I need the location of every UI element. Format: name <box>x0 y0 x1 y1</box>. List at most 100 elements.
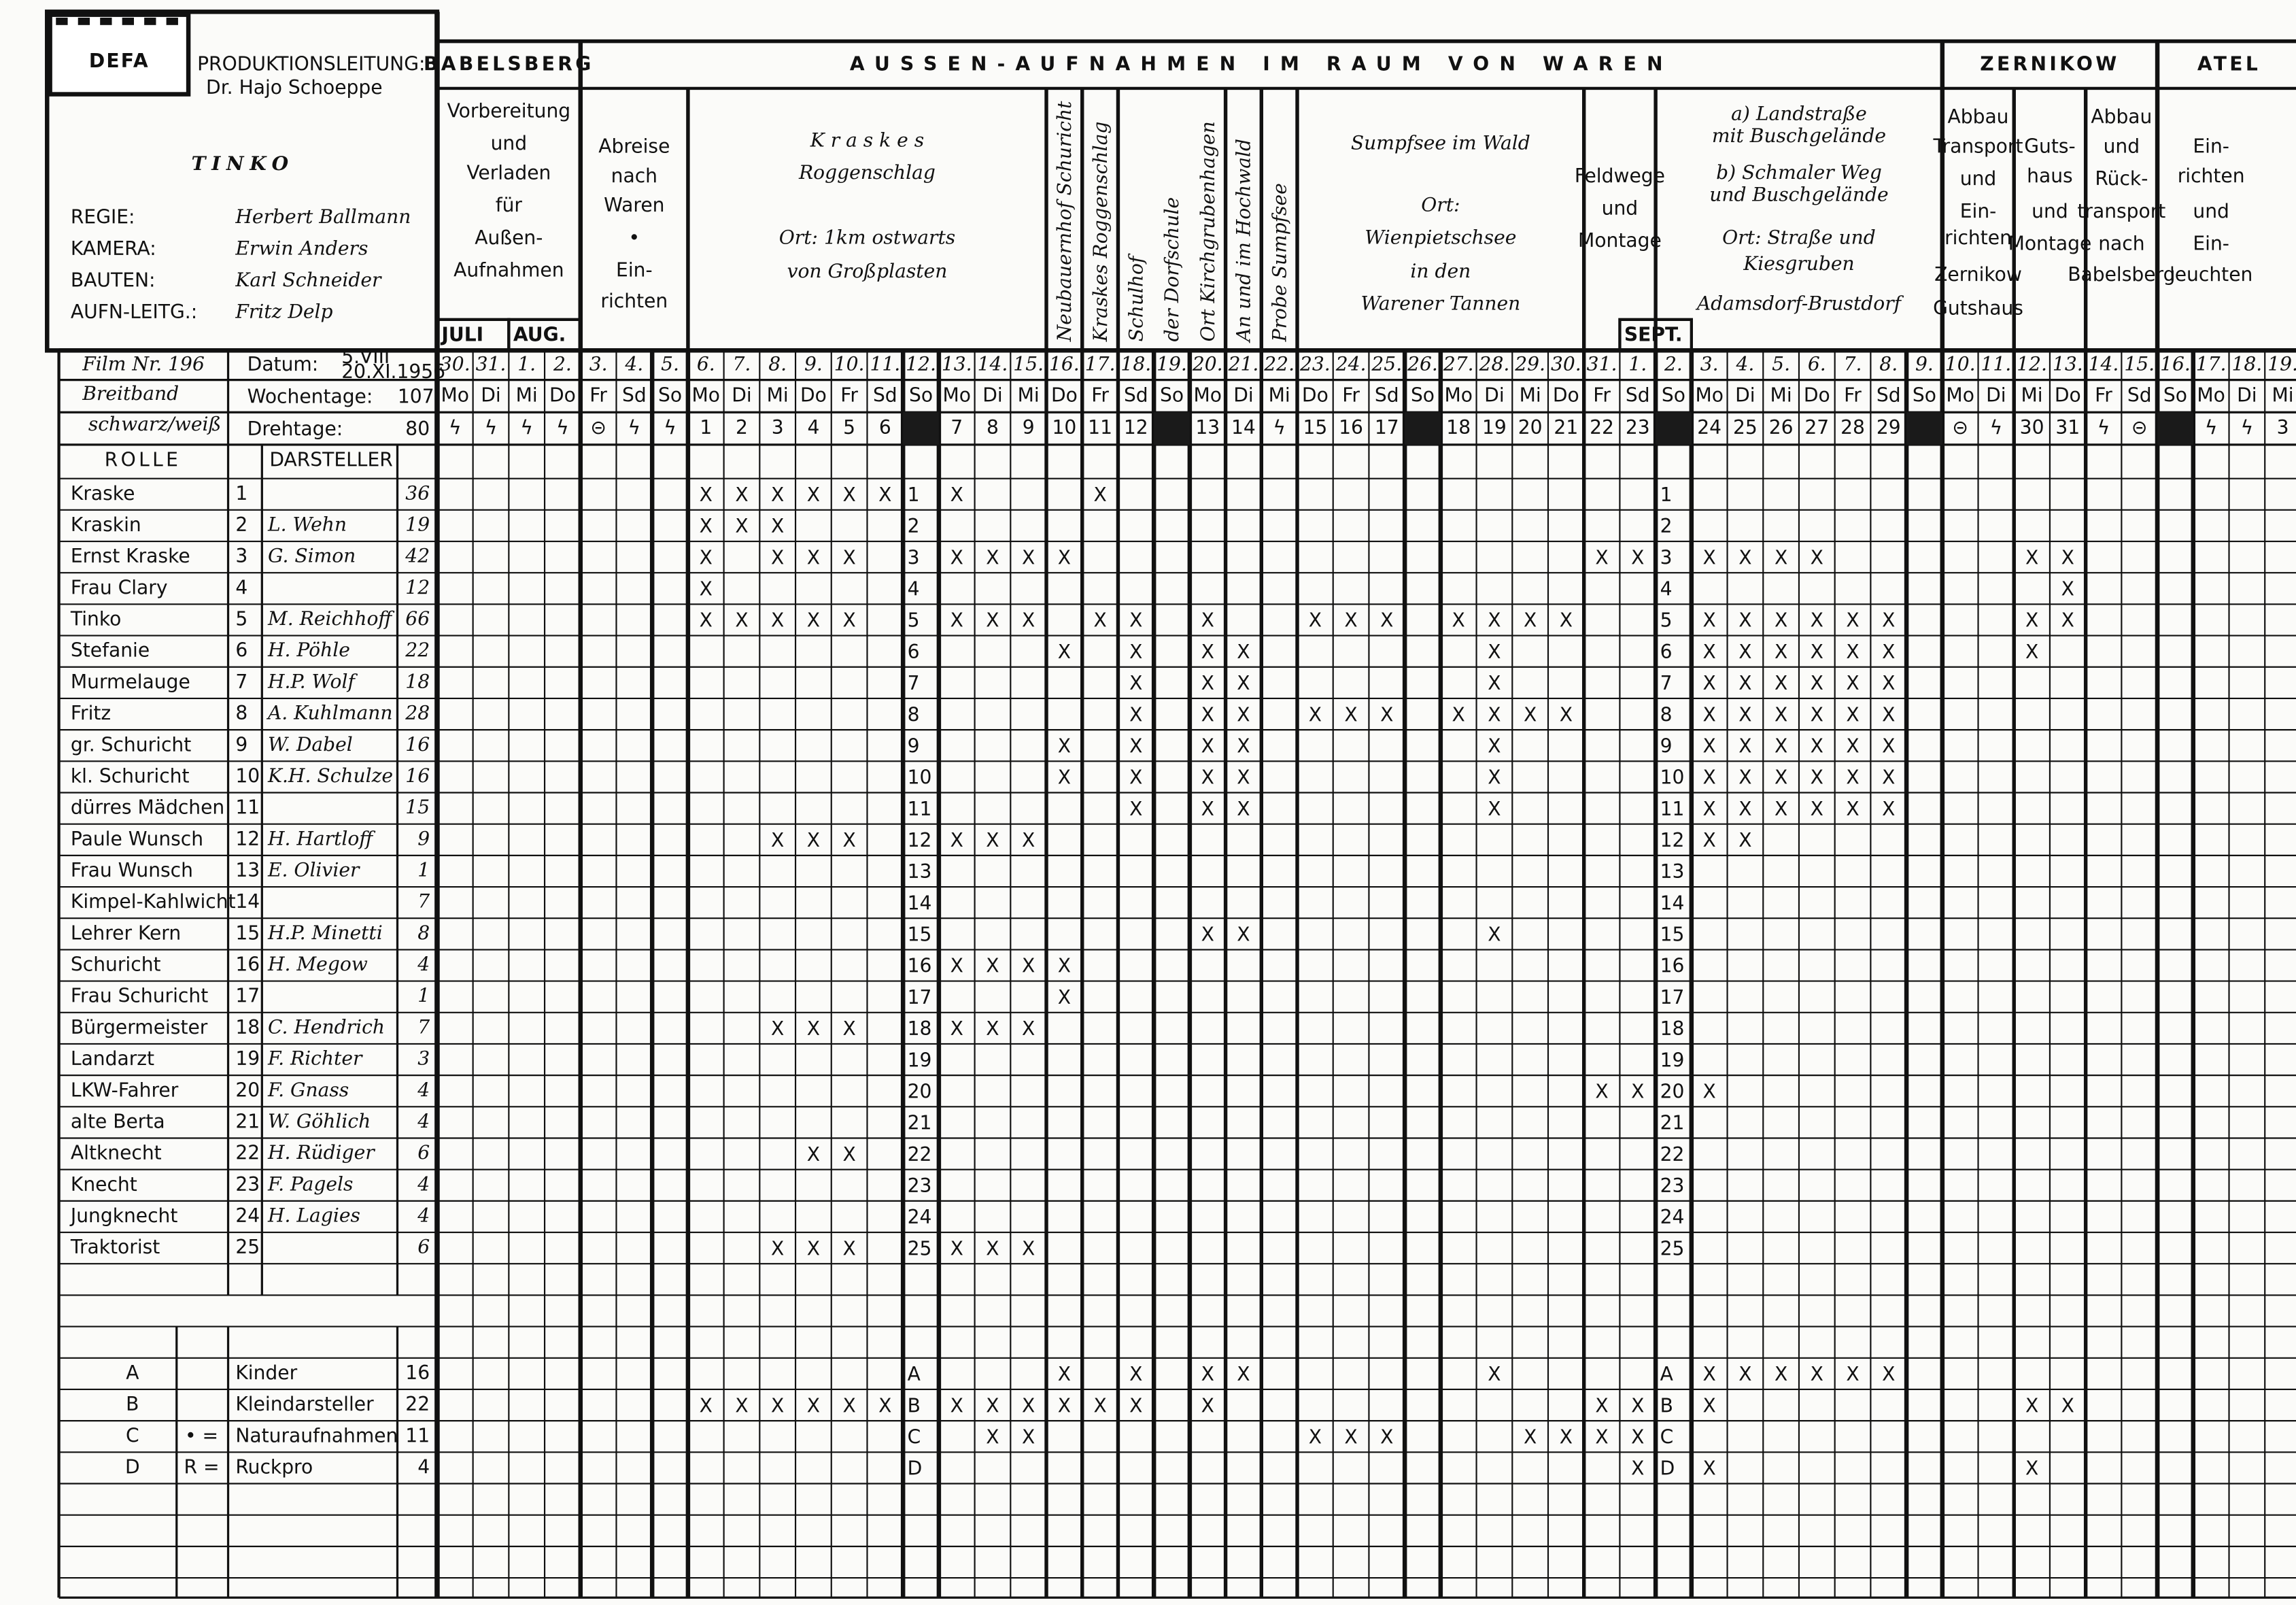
shooting-mark: X <box>1703 1394 1716 1417</box>
day-date: 9. <box>804 352 823 375</box>
row-number: 18 <box>908 1017 932 1040</box>
day-weekday: Mi <box>767 384 789 406</box>
shooting-mark: X <box>2025 641 2038 663</box>
shooting-day: 7 <box>950 416 963 439</box>
shooting-mark: X <box>1344 703 1357 726</box>
day-date: 8. <box>1879 352 1898 375</box>
role-number: 18 <box>235 1016 260 1038</box>
row-number: 21 <box>908 1112 932 1134</box>
role-days: 1 <box>417 859 430 881</box>
actor-name: H.P. Minetti <box>267 922 383 944</box>
location-text: Ort: 1km ostwarts <box>779 226 955 248</box>
row-number: 19 <box>1660 1049 1685 1071</box>
shooting-day: ⊝ <box>1952 416 1968 439</box>
role-number: 16 <box>235 953 260 976</box>
location-text: Ein- <box>2193 135 2229 158</box>
location-text: Feldwege <box>1575 165 1665 187</box>
role-days: 1 <box>417 984 430 1007</box>
shooting-day: 23 <box>1626 416 1650 439</box>
actor-name: K.H. Schulze <box>267 764 393 787</box>
day-weekday: Sd <box>1626 384 1650 406</box>
row-number: 24 <box>1660 1206 1685 1228</box>
group-days: 4 <box>417 1455 430 1478</box>
shooting-mark: X <box>842 609 855 632</box>
shooting-mark: X <box>1846 1363 1859 1385</box>
shooting-mark: X <box>1738 546 1751 569</box>
role-header: ROLLE <box>105 449 181 471</box>
row-number: 5 <box>908 609 920 632</box>
shooting-mark: X <box>1703 641 1716 663</box>
group-letter-cell: C <box>908 1425 921 1448</box>
shooting-mark: X <box>842 829 855 851</box>
group-label: Kleindarsteller <box>235 1393 374 1415</box>
shooting-mark: X <box>1738 609 1751 632</box>
location-text: Abbau <box>1948 105 2009 128</box>
shooting-mark: X <box>2061 578 2074 601</box>
day-date: 21. <box>1228 352 1259 375</box>
shooting-mark: X <box>1595 1425 1608 1448</box>
shooting-mark: X <box>1488 924 1501 946</box>
no-shooting-cell <box>903 412 939 445</box>
shooting-mark: X <box>1738 672 1751 694</box>
day-weekday: Mo <box>2197 384 2225 406</box>
day-date: 5. <box>661 352 679 375</box>
location-text: Sumpfsee im Wald <box>1351 132 1530 154</box>
day-weekday: Mi <box>1520 384 1541 406</box>
shooting-day: ϟ <box>628 416 641 439</box>
location-text: Außen- <box>475 226 543 249</box>
shooting-day: 26 <box>1769 416 1794 439</box>
role-name: gr. Schuricht <box>71 733 191 756</box>
shooting-mark: X <box>842 1017 855 1040</box>
row-number: 5 <box>1660 609 1673 632</box>
shooting-mark: X <box>1703 609 1716 632</box>
film-perforation <box>122 17 134 25</box>
location-text: und <box>1960 167 1997 190</box>
group-label: Kinder <box>235 1362 297 1384</box>
location-text: Ein- <box>1960 200 1997 222</box>
day-weekday: Mi <box>1269 384 1290 406</box>
day-date: 15. <box>1013 352 1044 375</box>
shooting-mark: X <box>1882 798 1895 820</box>
shooting-mark: X <box>1488 641 1501 663</box>
shooting-mark: X <box>1631 1457 1644 1480</box>
shooting-day: 10 <box>1052 416 1076 439</box>
row-number: 25 <box>908 1237 932 1260</box>
location-vertical: der Dorfschule <box>1161 197 1183 341</box>
day-weekday: Di <box>1986 384 2006 406</box>
shooting-mark: X <box>2061 1394 2074 1417</box>
location-text: Wienpietschsee <box>1365 226 1516 248</box>
role-name: alte Berta <box>71 1110 165 1132</box>
shooting-mark: X <box>986 1237 999 1260</box>
day-date: 28. <box>1479 352 1510 375</box>
shooting-mark: X <box>807 1394 820 1417</box>
shooting-mark: X <box>1201 703 1214 726</box>
section-title: BABELSBERG <box>424 52 594 75</box>
role-number: 1 <box>235 482 247 505</box>
role-days: 36 <box>405 482 430 504</box>
role-name: Paule Wunsch <box>71 828 203 850</box>
day-weekday: Mo <box>943 384 971 406</box>
actor-name: M. Reichhoff <box>267 607 394 630</box>
location-text: Guts- <box>2024 135 2075 158</box>
shooting-mark: X <box>1524 703 1537 726</box>
location-text: Vorbereitung <box>447 100 571 122</box>
location-text: Montage <box>2008 232 2092 254</box>
shooting-day: ϟ <box>2241 416 2254 439</box>
role-number: 8 <box>235 702 247 724</box>
shooting-mark: X <box>950 609 963 632</box>
shooting-mark: X <box>1882 641 1895 663</box>
shooting-mark: X <box>771 1017 784 1040</box>
shooting-mark: X <box>1811 641 1823 663</box>
location-text: und <box>2032 200 2068 222</box>
row-number: 8 <box>1660 703 1673 726</box>
location-text: Gutshaus <box>1933 297 2023 320</box>
location-text: Abbau <box>2091 105 2152 128</box>
day-weekday: Di <box>481 384 500 406</box>
row-number: 22 <box>1660 1143 1685 1166</box>
row-number: 23 <box>908 1175 932 1197</box>
shooting-mark: X <box>1380 609 1393 632</box>
shooting-day: ϟ <box>2097 416 2110 439</box>
row-number: 10 <box>908 766 932 789</box>
location-text: b) Schmaler Weg <box>1716 161 1882 184</box>
